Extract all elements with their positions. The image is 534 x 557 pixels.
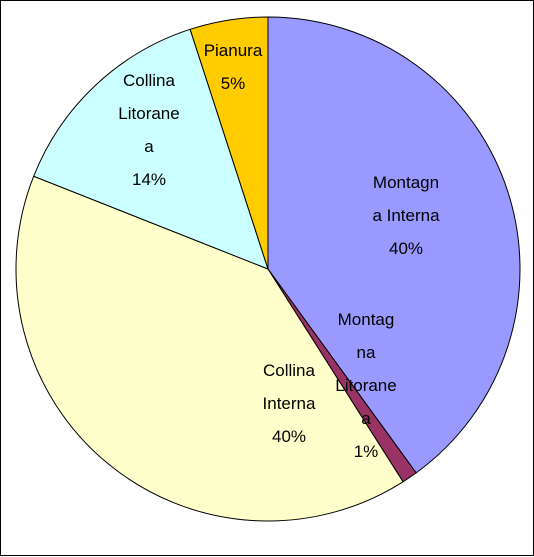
value-label: 40%: [271, 427, 307, 446]
category-label: Collina Interna: [262, 361, 316, 413]
category-label: Collina Litoranea: [118, 71, 180, 156]
slice-label: Collina Interna 40%: [253, 354, 325, 453]
category-label: Montagna Interna: [372, 173, 440, 225]
pie-slice: [15, 175, 404, 522]
pie-slice: [267, 16, 521, 474]
pie-slice: [189, 16, 269, 270]
value-label: 14%: [131, 170, 167, 189]
slice-label: Montagna Interna 40%: [370, 166, 442, 265]
slice-label: Pianura 5%: [197, 34, 269, 100]
value-label: 1%: [353, 442, 379, 461]
value-label: 40%: [388, 239, 424, 258]
slice-label: Collina Litoranea 14%: [115, 64, 183, 196]
value-label: 5%: [220, 74, 246, 93]
category-label: Pianura: [203, 41, 263, 60]
slice-label: Montagna Litoranea 1%: [334, 303, 398, 468]
category-label: Montagna Litoranea: [335, 310, 397, 428]
